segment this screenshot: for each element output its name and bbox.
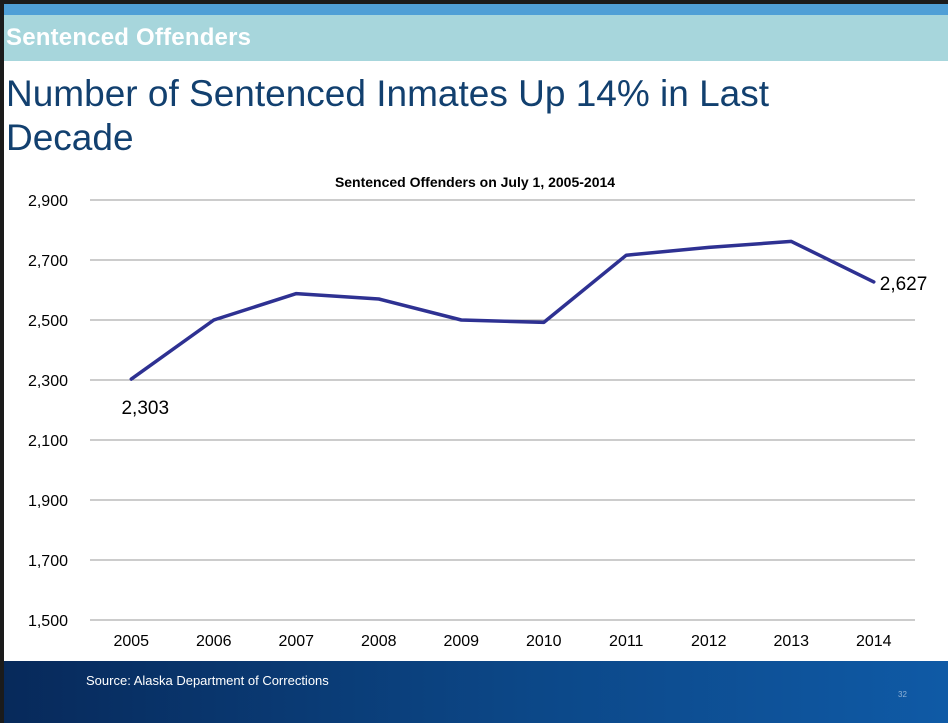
- chart-title: Sentenced Offenders on July 1, 2005-2014: [335, 174, 615, 190]
- y-tick-label: 1,900: [28, 493, 68, 510]
- data-labels: 2,303 2,627: [121, 274, 927, 419]
- page-number: 32: [898, 690, 907, 699]
- footer-bar: Source: Alaska Department of Corrections…: [0, 661, 948, 723]
- data-label: 2,303: [121, 398, 169, 419]
- y-tick-label: 1,700: [28, 553, 68, 570]
- x-tick-label: 2014: [856, 633, 892, 650]
- y-axis-tick-labels: 1,500 1,700 1,900 2,100 2,300 2,500 2,700 2,900: [28, 193, 68, 630]
- section-title: Sentenced Offenders: [6, 24, 252, 51]
- y-tick-label: 2,700: [28, 253, 68, 270]
- top-accent-stripe: [0, 4, 948, 15]
- data-label: 2,627: [880, 274, 928, 295]
- x-tick-label: 2011: [609, 633, 644, 650]
- top-border: [0, 0, 948, 4]
- y-tick-label: 1,500: [28, 613, 68, 630]
- x-tick-label: 2007: [278, 633, 314, 650]
- x-tick-label: 2009: [443, 633, 479, 650]
- left-border: [0, 0, 4, 723]
- series-line: [129, 239, 876, 381]
- x-tick-label: 2005: [113, 633, 149, 650]
- x-axis-tick-labels: 2005 2006 2007 2008 2009 2010 2011 2012 2013 2014: [113, 633, 891, 650]
- x-tick-label: 2006: [196, 633, 232, 650]
- y-tick-label: 2,900: [28, 193, 68, 210]
- y-tick-label: 2,500: [28, 313, 68, 330]
- y-tick-label: 2,300: [28, 373, 68, 390]
- gridlines: [90, 199, 915, 621]
- x-tick-label: 2012: [691, 633, 727, 650]
- x-tick-label: 2013: [773, 633, 809, 650]
- x-tick-label: 2010: [526, 633, 562, 650]
- x-tick-label: 2008: [361, 633, 397, 650]
- source-note: Source: Alaska Department of Corrections: [86, 673, 329, 688]
- y-tick-label: 2,100: [28, 433, 68, 450]
- slide-title: Number of Sentenced Inmates Up 14% in La…: [6, 73, 770, 158]
- section-band: [0, 15, 948, 61]
- line-chart: Sentenced Offenders on July 1, 2005-2014…: [28, 174, 927, 650]
